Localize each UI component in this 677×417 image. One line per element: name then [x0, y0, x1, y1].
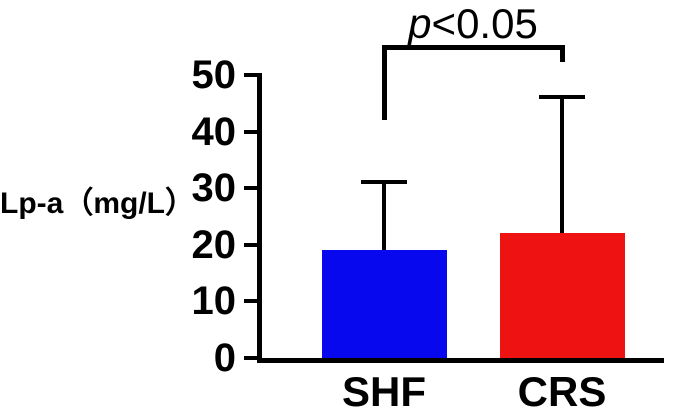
significance-p-symbol: p — [408, 0, 432, 47]
y-axis-line — [257, 73, 262, 363]
sig-bracket-right-stem — [559, 45, 565, 62]
y-tick-mark — [244, 299, 257, 304]
x-category-label: SHF — [342, 368, 426, 415]
bar-shf — [321, 250, 447, 358]
bar-crs — [499, 233, 625, 358]
y-tick-label: 50 — [191, 53, 237, 97]
y-tick-label: 20 — [191, 222, 237, 267]
error-bar-stem — [382, 182, 386, 251]
sig-bracket-top-bar — [381, 45, 565, 50]
y-tick-mark — [244, 242, 257, 247]
significance-annotation: p<0.05 — [408, 3, 538, 45]
y-axis-title: Lp-a（mg/L） — [0, 187, 195, 220]
y-tick-label: 40 — [191, 109, 237, 154]
significance-value: <0.05 — [431, 0, 538, 47]
sig-bracket-left-stem — [381, 45, 387, 120]
y-tick-mark — [244, 73, 257, 77]
x-category-label: CRS — [517, 368, 607, 415]
y-tick-mark — [244, 356, 257, 360]
y-tick-label: 10 — [191, 279, 237, 324]
y-tick-label: 0 — [213, 336, 236, 380]
error-bar-stem — [560, 97, 564, 234]
error-bar-cap — [361, 179, 407, 184]
error-bar-cap — [539, 94, 585, 99]
y-tick-mark — [244, 129, 257, 134]
y-tick-label: 30 — [191, 166, 237, 211]
y-tick-mark — [244, 186, 257, 191]
x-axis-line — [257, 358, 664, 363]
